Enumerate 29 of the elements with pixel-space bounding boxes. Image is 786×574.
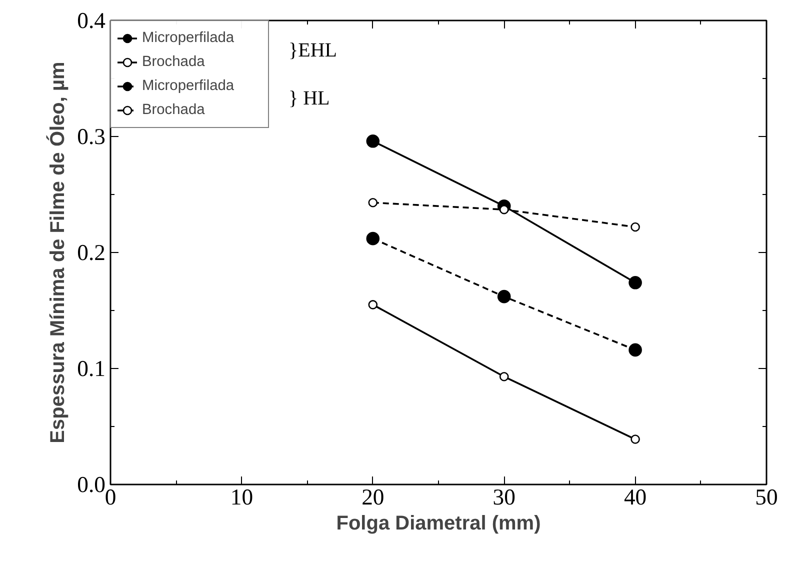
x-tick-label: 50: [755, 484, 778, 510]
x-tick-label: 20: [362, 484, 384, 510]
point: [628, 276, 642, 290]
x-tick-label: 40: [624, 484, 647, 510]
x-tick-label: 10: [230, 484, 254, 510]
legend-label: Microperfilada: [142, 29, 236, 48]
point: [497, 290, 511, 304]
annotation: }EHL: [288, 40, 337, 62]
y-tick-label: 0.2: [77, 240, 106, 265]
point: [628, 343, 642, 357]
y-axis-title: Espessura Mínima de Filme de Óleo, µm: [46, 62, 70, 444]
point: [368, 198, 378, 208]
point: [630, 222, 640, 232]
x-tick-label: 30: [492, 484, 516, 510]
legend-label: Brochada: [142, 53, 206, 72]
x-axis-title: Folga Diametral (mm): [336, 512, 541, 534]
x-tick-label: 0: [104, 484, 116, 510]
point: [630, 434, 640, 444]
point: [366, 134, 380, 148]
y-tick-label: 0.0: [77, 472, 106, 497]
y-tick-label: 0.1: [77, 356, 106, 381]
legend-label: Brochada: [142, 101, 206, 120]
point: [366, 232, 380, 246]
point: [499, 372, 509, 382]
point: [368, 300, 378, 310]
y-tick-label: 0.3: [77, 124, 106, 149]
annotation: } HL: [288, 88, 330, 110]
y-tick-label: 0.4: [77, 8, 106, 33]
legend-label: Microperfilada: [142, 77, 236, 96]
